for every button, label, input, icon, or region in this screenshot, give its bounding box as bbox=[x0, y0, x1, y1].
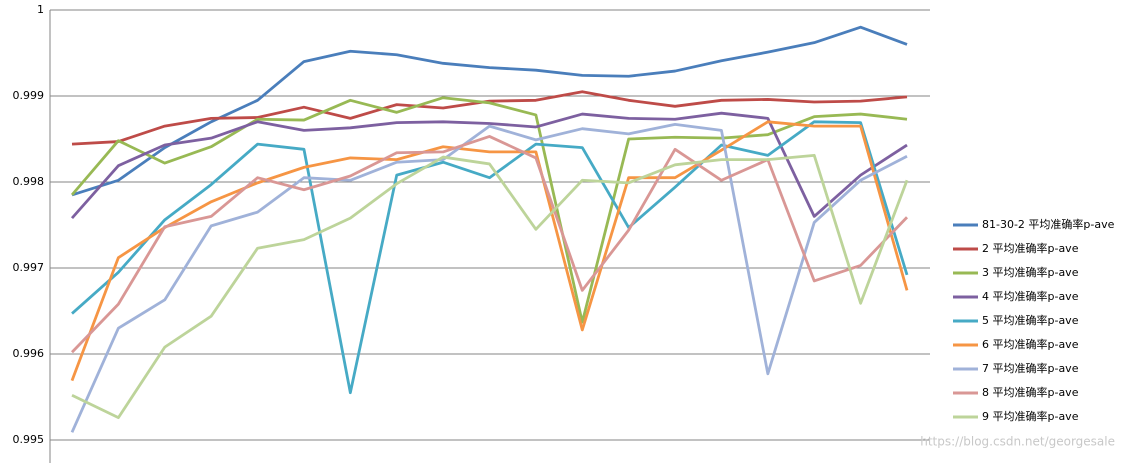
legend-label: 81-30-2 平均准确率p-ave bbox=[982, 217, 1115, 231]
y-tick-label: 1 bbox=[37, 3, 44, 16]
series-line bbox=[71, 25, 908, 197]
legend-label: 9 平均准确率p-ave bbox=[982, 409, 1079, 423]
series-line bbox=[70, 120, 909, 382]
legend-label: 2 平均准确率p-ave bbox=[982, 241, 1079, 255]
y-tick-label: 0.999 bbox=[13, 89, 45, 102]
watermark: https://blog.csdn.net/georgesale bbox=[920, 435, 1115, 449]
legend-label: 5 平均准确率p-ave bbox=[982, 313, 1079, 327]
legend-label: 6 平均准确率p-ave bbox=[982, 337, 1079, 351]
legend-label: 8 平均准确率p-ave bbox=[982, 385, 1079, 399]
series-line bbox=[70, 122, 908, 433]
legend-label: 4 平均准确率p-ave bbox=[982, 289, 1079, 303]
legend-label: 3 平均准确率p-ave bbox=[982, 265, 1079, 279]
y-tick-label: 0.998 bbox=[13, 175, 45, 188]
series-line bbox=[71, 153, 909, 420]
series-line bbox=[71, 90, 908, 146]
legend-label: 7 平均准确率p-ave bbox=[982, 361, 1079, 375]
y-tick-label: 0.997 bbox=[13, 261, 45, 274]
series-line bbox=[70, 135, 909, 354]
series-line bbox=[70, 111, 908, 220]
y-tick-label: 0.995 bbox=[13, 433, 45, 446]
series-line bbox=[71, 120, 909, 395]
y-tick-label: 0.996 bbox=[13, 347, 45, 360]
series-line bbox=[70, 96, 908, 324]
